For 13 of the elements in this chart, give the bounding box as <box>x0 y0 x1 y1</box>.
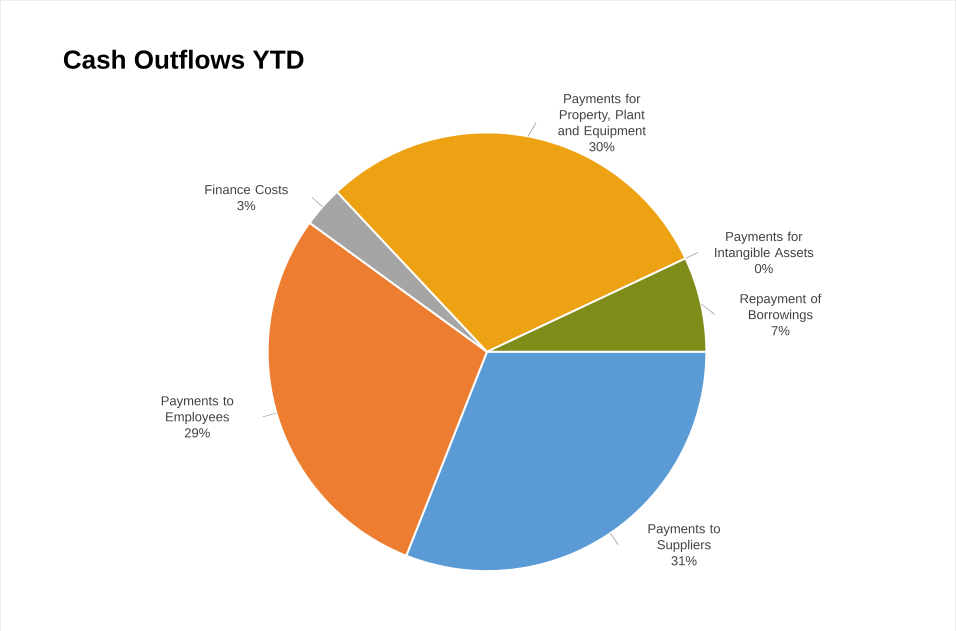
slice-label: Payments to Suppliers <box>648 524 720 552</box>
data-label: 7% <box>772 326 790 336</box>
data-label: 31% <box>671 556 697 566</box>
data-label: 30% <box>589 142 614 152</box>
slice-label: Payments to Employees <box>162 396 234 424</box>
text: 0% <box>754 264 773 273</box>
category-label: Payments for Intangible Assets <box>715 231 814 260</box>
slice-label: Repayment of Borrowings <box>740 294 822 322</box>
slice-label: Finance Costs <box>205 184 288 194</box>
slice-label: Payments for Property, Plant and Equipment <box>558 93 646 138</box>
data-label: 29% <box>184 428 210 438</box>
chart-title: Cash Outflows YTD <box>64 50 304 69</box>
data-label: 3% <box>237 200 256 210</box>
